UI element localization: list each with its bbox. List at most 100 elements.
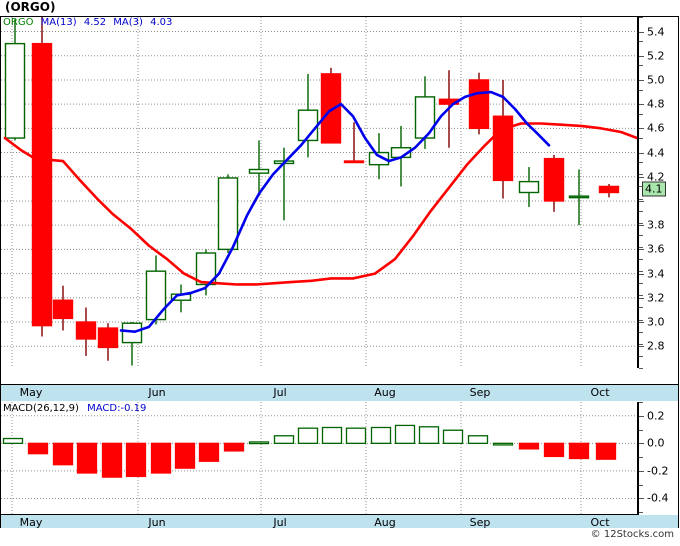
candle-body bbox=[31, 42, 53, 327]
price-axis-minor-tick bbox=[639, 222, 643, 224]
macd-axis-tick bbox=[639, 415, 644, 417]
price-axis-minor-tick bbox=[639, 41, 643, 43]
price-axis-minor-tick bbox=[639, 65, 643, 67]
price-x-axis: May Jun Jul Aug Sep Oct bbox=[0, 385, 679, 401]
candlestick bbox=[543, 154, 565, 212]
candlestick bbox=[320, 67, 342, 144]
candlestick bbox=[273, 147, 295, 221]
copyright-text: © 12Stocks.com bbox=[590, 529, 674, 540]
price-axis-label: 3.8 bbox=[647, 218, 665, 232]
price-axis-tick bbox=[639, 273, 644, 275]
ma-line-ma13 bbox=[3, 122, 637, 286]
price-axis-label: 5.0 bbox=[647, 73, 665, 87]
title-bar: (ORGO) bbox=[0, 0, 680, 16]
macd-x-tick-label: Aug bbox=[374, 516, 396, 529]
candle-body bbox=[468, 79, 490, 130]
price-axis-tick bbox=[639, 200, 644, 202]
candlestick bbox=[52, 285, 74, 331]
legend-ma3-value: 4.03 bbox=[150, 17, 173, 28]
candle-body bbox=[4, 42, 26, 139]
price-axis-minor-tick bbox=[639, 368, 643, 369]
candle-body bbox=[518, 180, 540, 194]
macd-histogram-bar bbox=[518, 442, 540, 450]
ma-line-ma3 bbox=[119, 90, 551, 333]
price-axis-label: 4.4 bbox=[647, 146, 665, 160]
price-axis-tick bbox=[639, 55, 644, 57]
macd-x-tick-label: Jun bbox=[148, 516, 166, 529]
price-axis-minor-tick bbox=[639, 355, 643, 357]
macd-histogram-bar bbox=[198, 442, 220, 462]
price-axis-tick bbox=[639, 249, 644, 251]
macd-histogram-bar bbox=[543, 442, 565, 458]
price-axis-label: 5.4 bbox=[647, 25, 665, 39]
candle-body bbox=[248, 168, 270, 174]
price-axis-label: 2.8 bbox=[647, 339, 665, 353]
macd-x-tick-label: Sep bbox=[469, 516, 491, 529]
price-axis-minor-tick bbox=[639, 162, 643, 164]
price-axis-tick bbox=[639, 79, 644, 81]
macd-histogram-bar bbox=[174, 442, 196, 469]
price-axis-label: 4.2 bbox=[647, 170, 665, 184]
candlestick bbox=[598, 184, 620, 198]
price-axis-label: 3.4 bbox=[647, 267, 665, 281]
candlestick bbox=[195, 249, 217, 296]
macd-histogram-bar bbox=[125, 442, 147, 478]
price-axis-tick bbox=[639, 322, 644, 323]
price-axis-minor-tick bbox=[639, 89, 643, 91]
price-axis-minor-tick bbox=[639, 17, 643, 18]
candle-body bbox=[217, 177, 239, 251]
candlestick bbox=[217, 174, 239, 254]
price-x-tick-label: May bbox=[19, 386, 43, 399]
price-axis-minor-tick bbox=[639, 319, 643, 321]
legend-symbol: ORGO bbox=[3, 17, 34, 28]
macd-axis-label: -0.4 bbox=[647, 491, 669, 505]
candlestick bbox=[75, 307, 97, 356]
candle-body bbox=[97, 327, 119, 349]
price-x-tick-label: Jun bbox=[148, 386, 166, 399]
macd-histogram-bar bbox=[595, 442, 617, 460]
legend-ma13-value: 4.52 bbox=[83, 17, 107, 28]
price-x-tick-label: Oct bbox=[590, 386, 610, 399]
macd-histogram-bar bbox=[442, 429, 464, 444]
candlestick bbox=[31, 17, 53, 337]
price-axis-minor-tick bbox=[639, 210, 643, 212]
price-axis-label: 3.6 bbox=[647, 242, 665, 256]
macd-axis-label: -0.2 bbox=[647, 464, 669, 478]
macd-histogram-bar bbox=[492, 442, 514, 446]
price-axis-label: 4.6 bbox=[647, 121, 665, 135]
price-x-tick-label: Aug bbox=[374, 386, 396, 399]
price-axis-minor-tick bbox=[639, 186, 643, 188]
price-axis-minor-tick bbox=[639, 295, 643, 297]
price-axis-minor-tick bbox=[639, 234, 643, 236]
price-axis-tick bbox=[639, 297, 644, 299]
price-axis-tick bbox=[639, 128, 644, 130]
price-axis-tick bbox=[639, 104, 644, 106]
macd-axis-minor-tick bbox=[639, 512, 643, 514]
price-axis-label: 3.0 bbox=[647, 315, 665, 329]
macd-axis-tick bbox=[639, 443, 644, 445]
macd-histogram-bar bbox=[76, 442, 98, 474]
candle-body bbox=[598, 185, 620, 194]
price-x-tick-label: Jul bbox=[273, 386, 287, 399]
macd-histogram-bar bbox=[223, 442, 245, 452]
macd-axis-minor-tick bbox=[639, 484, 643, 486]
price-axis-minor-tick bbox=[639, 198, 643, 200]
macd-chart-svg bbox=[1, 402, 637, 515]
macd-axis-label: 0.2 bbox=[647, 409, 665, 423]
macd-histogram-bar bbox=[345, 427, 367, 444]
macd-y-axis: 0.2 0.0 -0.2 -0.4 bbox=[637, 402, 678, 515]
candlestick bbox=[568, 169, 590, 226]
price-legend: ORGO MA(13) 4.52 MA(3) 4.03 bbox=[3, 17, 176, 30]
macd-value: MACD:-0.19 bbox=[87, 403, 147, 414]
price-axis-label: 3.2 bbox=[647, 291, 665, 305]
candlestick bbox=[145, 255, 167, 325]
price-axis-minor-tick bbox=[639, 271, 643, 273]
candlestick bbox=[97, 323, 119, 361]
macd-histogram-bar bbox=[321, 426, 343, 444]
macd-indicator-label: MACD(26,12,9) bbox=[3, 403, 79, 414]
candle-body bbox=[543, 157, 565, 202]
candle-body bbox=[414, 96, 436, 139]
candle-body bbox=[343, 160, 365, 164]
price-axis-minor-tick bbox=[639, 307, 643, 309]
candlestick bbox=[468, 72, 490, 135]
